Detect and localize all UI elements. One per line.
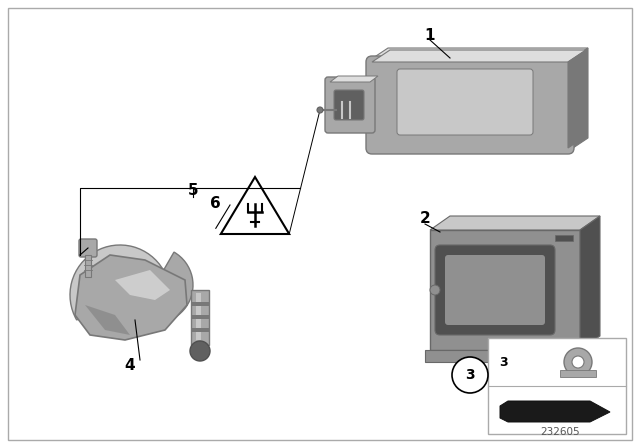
Polygon shape (580, 216, 600, 350)
Text: 6: 6 (210, 195, 220, 211)
FancyBboxPatch shape (334, 90, 364, 120)
Bar (191, 315, 209, 319)
Circle shape (572, 356, 584, 368)
Circle shape (317, 107, 323, 113)
Polygon shape (568, 50, 586, 148)
Polygon shape (425, 350, 585, 362)
Bar (191, 328, 209, 332)
Bar (191, 290, 209, 345)
Polygon shape (75, 255, 187, 340)
Polygon shape (370, 48, 588, 60)
Text: 4: 4 (125, 358, 135, 372)
Circle shape (190, 341, 210, 361)
Text: 5: 5 (188, 182, 198, 198)
Polygon shape (430, 230, 580, 350)
Polygon shape (85, 305, 130, 335)
Text: 1: 1 (425, 27, 435, 43)
Polygon shape (115, 270, 170, 300)
Bar (196, 293, 201, 340)
FancyBboxPatch shape (366, 56, 574, 154)
FancyBboxPatch shape (79, 239, 97, 257)
Wedge shape (131, 252, 193, 323)
Text: 2: 2 (420, 211, 430, 225)
Polygon shape (221, 177, 289, 234)
Circle shape (564, 348, 592, 376)
Bar (191, 302, 209, 306)
Bar (560, 370, 596, 377)
Polygon shape (430, 216, 600, 230)
Text: 232605: 232605 (540, 427, 580, 437)
FancyBboxPatch shape (445, 255, 545, 325)
Polygon shape (372, 50, 586, 62)
Wedge shape (70, 245, 163, 320)
FancyBboxPatch shape (435, 245, 555, 335)
Polygon shape (330, 76, 378, 82)
Text: 3: 3 (465, 368, 475, 382)
Circle shape (452, 357, 488, 393)
Text: 3: 3 (500, 356, 508, 369)
Bar (555, 235, 573, 241)
FancyBboxPatch shape (325, 77, 375, 133)
Bar (85, 255, 91, 277)
Polygon shape (500, 401, 610, 422)
FancyBboxPatch shape (397, 69, 533, 135)
Polygon shape (370, 60, 570, 150)
Polygon shape (570, 48, 588, 150)
Bar (488, 338, 626, 434)
Circle shape (430, 285, 440, 295)
